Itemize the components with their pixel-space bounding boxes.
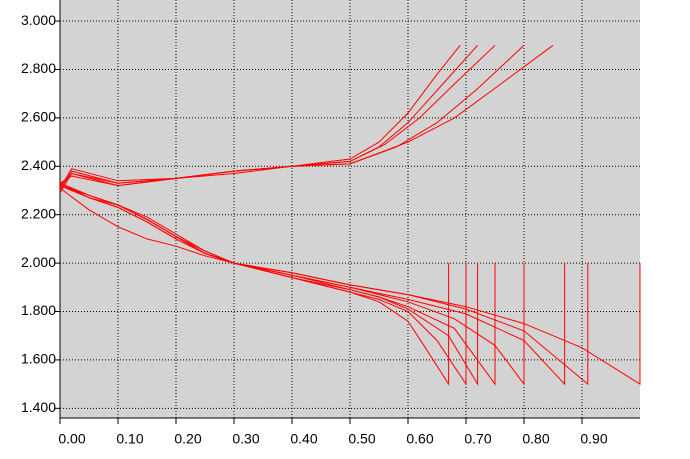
y-tick-label: 2.200 xyxy=(21,205,56,221)
y-tick-label: 1.400 xyxy=(21,399,56,415)
x-tick-label: 0.50 xyxy=(348,431,375,447)
x-tick-label: 0.00 xyxy=(58,431,85,447)
y-tick-label: 2.400 xyxy=(21,157,56,173)
y-tick-label: 1.800 xyxy=(21,302,56,318)
x-tick-label: 0.60 xyxy=(406,431,433,447)
x-tick-label: 0.10 xyxy=(116,431,143,447)
y-tick-label: 2.800 xyxy=(21,60,56,76)
curve xyxy=(59,44,554,187)
x-tick-label: 0.30 xyxy=(232,431,259,447)
x-tick-label: 0.20 xyxy=(174,431,201,447)
x-tick-label: 0.80 xyxy=(522,431,549,447)
curve xyxy=(59,185,641,386)
y-tick-label: 3.000 xyxy=(21,12,56,28)
y-tick-label: 2.600 xyxy=(21,109,56,125)
x-tick-label: 0.90 xyxy=(580,431,607,447)
x-tick-label: 0.70 xyxy=(464,431,491,447)
x-tick-label: 0.40 xyxy=(290,431,317,447)
y-tick-label: 2.000 xyxy=(21,254,56,270)
y-tick-label: 1.600 xyxy=(21,351,56,367)
